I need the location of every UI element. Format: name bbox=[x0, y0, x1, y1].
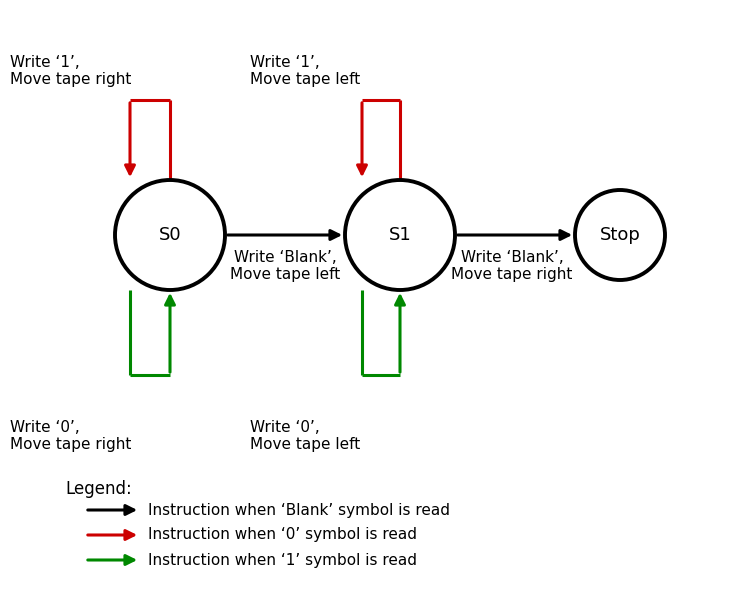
Text: Instruction when ‘0’ symbol is read: Instruction when ‘0’ symbol is read bbox=[148, 527, 417, 542]
Text: Write ‘Blank’,
Move tape left: Write ‘Blank’, Move tape left bbox=[230, 250, 340, 283]
Circle shape bbox=[345, 180, 455, 290]
Text: Write ‘1’,
Move tape left: Write ‘1’, Move tape left bbox=[250, 55, 360, 88]
Text: Legend:: Legend: bbox=[65, 480, 131, 498]
Circle shape bbox=[115, 180, 225, 290]
Text: Write ‘0’,
Move tape right: Write ‘0’, Move tape right bbox=[10, 420, 131, 452]
Text: Write ‘0’,
Move tape left: Write ‘0’, Move tape left bbox=[250, 420, 360, 452]
Text: Stop: Stop bbox=[600, 226, 641, 244]
Text: Instruction when ‘1’ symbol is read: Instruction when ‘1’ symbol is read bbox=[148, 553, 417, 568]
Text: Write ‘Blank’,
Move tape right: Write ‘Blank’, Move tape right bbox=[451, 250, 573, 283]
Text: Instruction when ‘Blank’ symbol is read: Instruction when ‘Blank’ symbol is read bbox=[148, 503, 450, 517]
Text: Write ‘1’,
Move tape right: Write ‘1’, Move tape right bbox=[10, 55, 131, 88]
Text: S1: S1 bbox=[388, 226, 411, 244]
Text: S0: S0 bbox=[159, 226, 181, 244]
Circle shape bbox=[575, 190, 665, 280]
